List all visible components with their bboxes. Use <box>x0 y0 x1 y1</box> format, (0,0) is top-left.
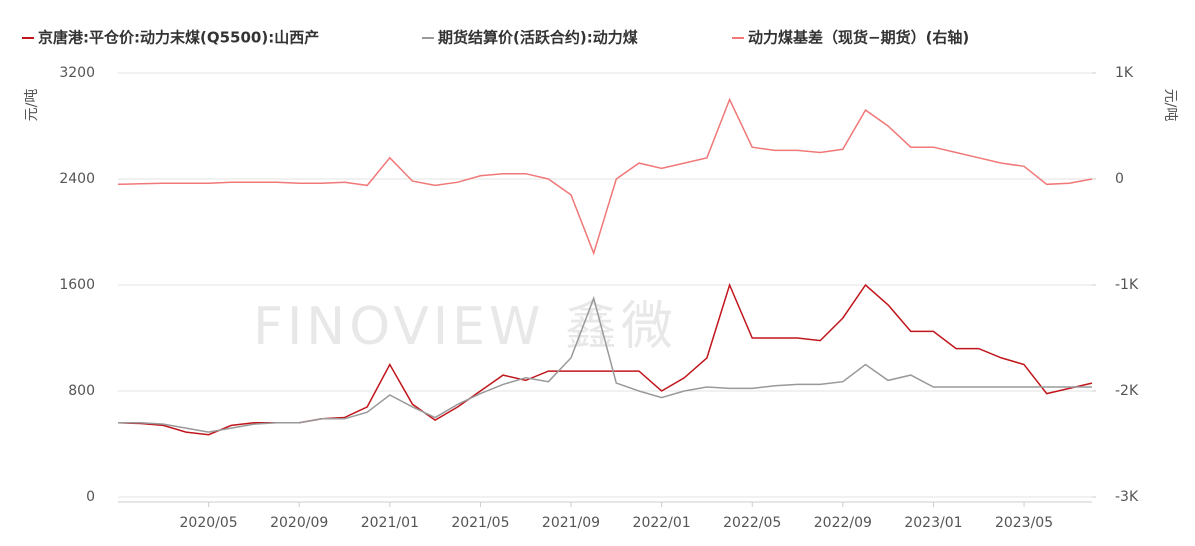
y2-tick-label: -2K <box>1115 383 1139 399</box>
series-line <box>117 97 1093 256</box>
legend-label: 期货结算价(活跃合约):动力煤 <box>438 29 638 47</box>
y-axis-label: 元/吨 <box>24 89 40 122</box>
x-tick-label: 2020/09 <box>270 515 328 531</box>
watermark: FINOVIEW 鑫微 <box>253 297 677 357</box>
x-tick-label: 2022/01 <box>633 515 691 531</box>
y2-tick-label: 1K <box>1115 65 1134 81</box>
y2-axis-label: 元/吨 <box>1162 89 1178 122</box>
x-tick-label: 2020/05 <box>180 515 238 531</box>
y-tick-label: 1600 <box>59 277 95 293</box>
y2-tick-label: 0 <box>1115 171 1124 187</box>
x-tick-label: 2023/05 <box>995 515 1053 531</box>
y2-tick-label: -1K <box>1115 277 1139 293</box>
x-tick-label: 2021/01 <box>361 515 419 531</box>
x-tick-label: 2021/05 <box>451 515 509 531</box>
y-tick-label: 800 <box>68 383 95 399</box>
x-tick-label: 2021/09 <box>542 515 600 531</box>
x-tick-label: 2022/05 <box>723 515 781 531</box>
x-tick-label: 2022/09 <box>814 515 872 531</box>
y2-tick-label: -3K <box>1115 489 1139 505</box>
legend-label: 京唐港:平仓价:动力末煤(Q5500):山西产 <box>38 29 319 47</box>
x-tick-label: 2023/01 <box>904 515 962 531</box>
y-tick-label: 2400 <box>59 171 95 187</box>
y-tick-label: 0 <box>86 489 95 505</box>
series-line <box>118 295 1092 433</box>
y-tick-label: 3200 <box>59 65 95 81</box>
legend-label: 动力煤基差（现货−期货）(右轴) <box>748 29 969 47</box>
